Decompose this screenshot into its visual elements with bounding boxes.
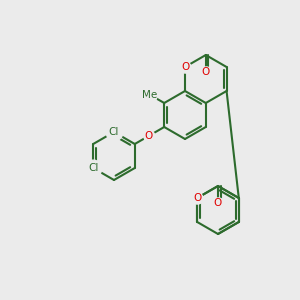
Text: O: O [181, 62, 189, 72]
Text: Me: Me [142, 89, 157, 100]
Text: O: O [214, 198, 222, 208]
Text: Cl: Cl [88, 163, 98, 173]
Text: O: O [193, 193, 201, 203]
Text: O: O [145, 131, 153, 141]
Text: O: O [202, 67, 210, 77]
Text: Cl: Cl [109, 127, 119, 137]
